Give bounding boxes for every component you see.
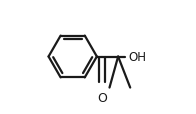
Text: OH: OH [128, 51, 146, 63]
Text: O: O [97, 92, 107, 105]
